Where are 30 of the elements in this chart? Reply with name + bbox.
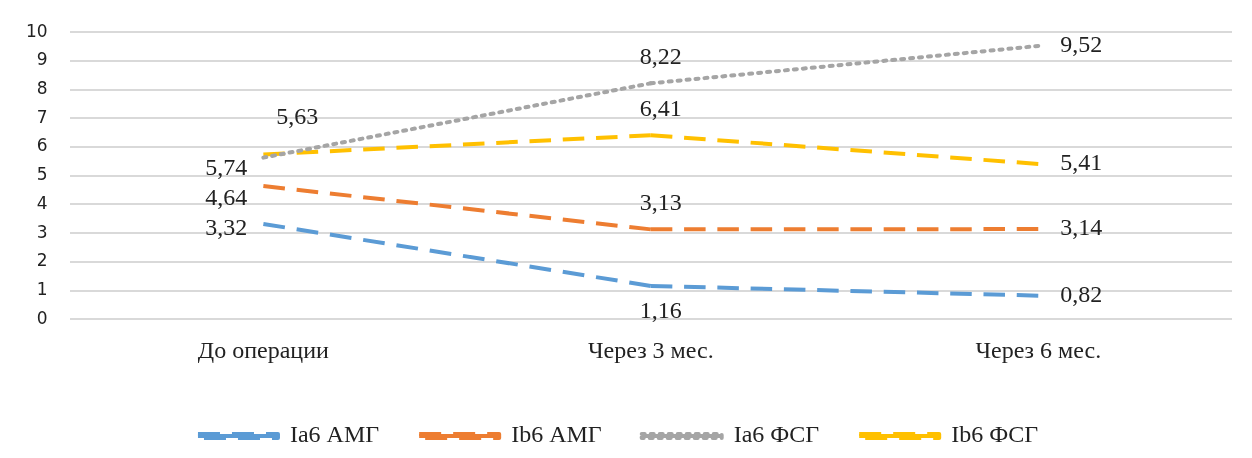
- data-label: 3,14: [1060, 214, 1103, 241]
- data-label: 0,82: [1060, 280, 1103, 307]
- legend-label: Ib6 ФСГ: [951, 421, 1039, 448]
- data-label: 5,63: [276, 102, 319, 129]
- data-label: 9,52: [1060, 31, 1103, 58]
- y-tick-label: 0: [36, 307, 48, 328]
- y-tick-label: 3: [36, 221, 48, 242]
- data-label: 5,41: [1060, 149, 1103, 176]
- data-label: 6,41: [639, 94, 682, 121]
- legend-label: Ia6 ФСГ: [733, 421, 820, 448]
- y-tick-label: 4: [36, 192, 48, 213]
- data-label: 1,16: [639, 297, 682, 324]
- x-tick-label: Через 3 мес.: [587, 336, 714, 363]
- x-tick-label: До операции: [197, 336, 330, 363]
- data-label: 8,22: [639, 42, 682, 69]
- legend-label: Ia6 АМГ: [289, 421, 380, 448]
- y-tick-label: 6: [36, 135, 48, 156]
- data-label: 3,32: [205, 213, 248, 240]
- data-label: 3,13: [639, 188, 682, 215]
- x-tick-label: Через 6 мес.: [975, 336, 1102, 363]
- legend-label: Ib6 АМГ: [511, 421, 602, 448]
- data-label: 5,74: [205, 153, 248, 180]
- y-tick-label: 7: [36, 106, 48, 127]
- y-tick-label: 5: [36, 164, 48, 185]
- y-tick-label: 10: [25, 20, 48, 41]
- y-tick-label: 2: [36, 250, 48, 271]
- y-tick-label: 8: [36, 78, 48, 99]
- y-tick-label: 1: [36, 278, 48, 299]
- data-label: 4,64: [205, 183, 248, 210]
- y-tick-label: 9: [36, 49, 48, 70]
